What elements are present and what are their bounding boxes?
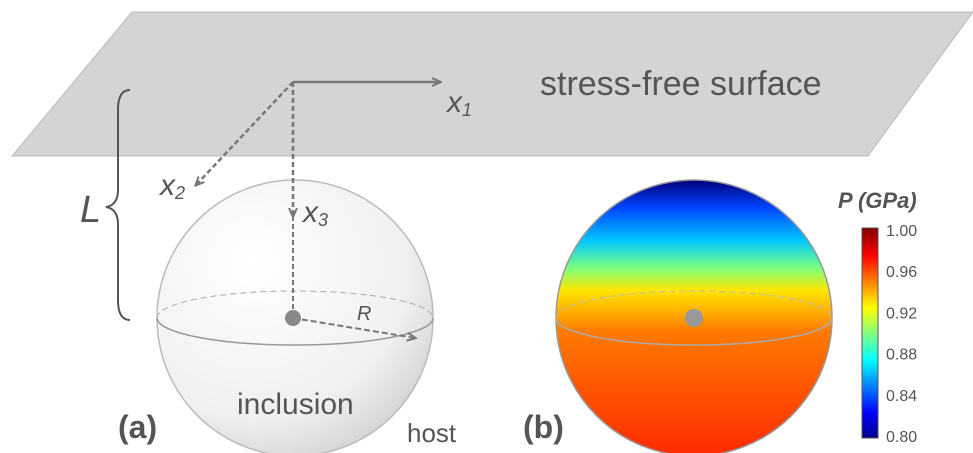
diagram: stress-free surface x1 x2 x3 R L inclusi… [0, 0, 973, 453]
colorbar-title: P (GPa) [838, 188, 917, 213]
inclusion-label: inclusion [237, 388, 354, 421]
colorbar-ticks: 1.00 0.96 0.92 0.88 0.84 0.80 [886, 223, 917, 446]
axis-sub: 1 [462, 100, 472, 120]
x2-label: x2 [158, 169, 185, 203]
colorbar-tick-label: 0.88 [886, 347, 917, 364]
colorbar-tick-label: 1.00 [886, 223, 917, 240]
axis-name: x [158, 169, 176, 202]
panel-label: (b) [523, 409, 564, 445]
colorbar-tick-label: 0.96 [886, 264, 917, 281]
center-point [685, 309, 703, 327]
panel-label: (a) [118, 409, 157, 445]
axis-sub: 2 [174, 183, 185, 203]
colorbar-tick-label: 0.92 [886, 305, 917, 322]
axis-sub: 3 [318, 210, 328, 230]
surface-plane [12, 12, 973, 156]
surface-label: stress-free surface [540, 65, 822, 103]
colorbar-tick-label: 0.84 [886, 388, 917, 405]
center-point [285, 310, 301, 326]
colorbar-tick-label: 0.80 [886, 429, 917, 446]
radius-label: R [357, 303, 371, 325]
colorbar [862, 228, 878, 438]
host-label: host [407, 418, 457, 448]
depth-label: L [80, 189, 101, 231]
axis-name: x [301, 196, 319, 229]
axis-name: x [445, 86, 463, 119]
